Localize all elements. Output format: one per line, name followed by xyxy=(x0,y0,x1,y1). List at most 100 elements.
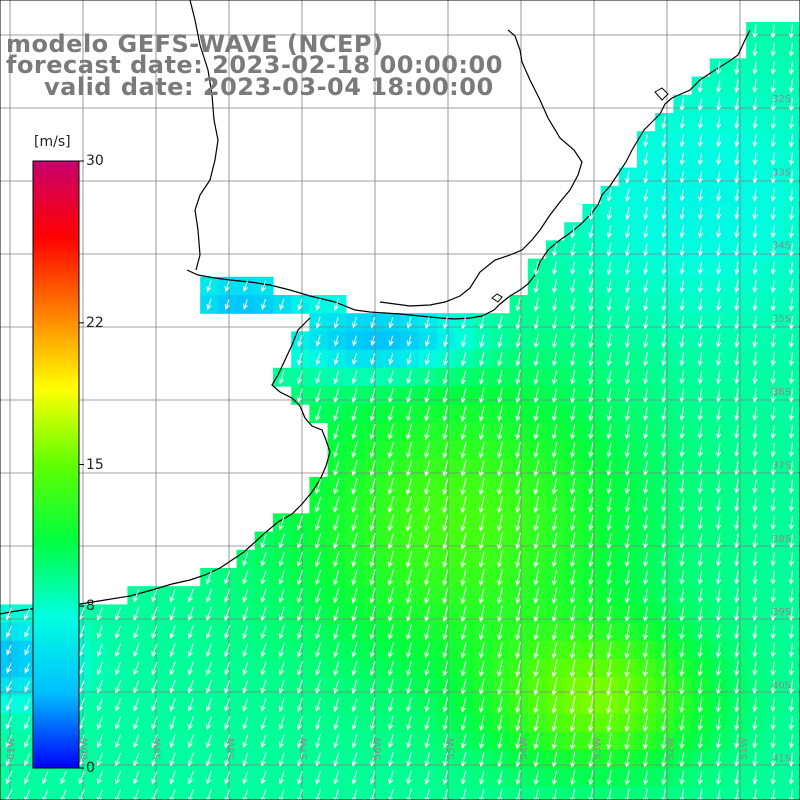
wind-arrow xyxy=(606,442,612,459)
wind-arrow xyxy=(679,533,685,549)
wind-arrow xyxy=(716,261,722,275)
wind-arrow xyxy=(715,515,722,531)
wind-arrow xyxy=(734,679,740,695)
wind-arrow xyxy=(752,552,758,567)
wind-arrow xyxy=(642,677,649,696)
wind-arrow xyxy=(497,714,503,732)
wind-arrow xyxy=(6,626,12,638)
wind-arrow xyxy=(388,387,394,404)
wind-arrow xyxy=(533,261,539,276)
wind-arrow xyxy=(752,370,758,385)
wind-arrow xyxy=(497,514,503,532)
wind-arrow xyxy=(588,424,594,440)
wind-arrow xyxy=(460,387,467,404)
wind-arrow xyxy=(661,533,667,549)
wind-arrow xyxy=(770,533,776,549)
wind-arrow xyxy=(624,388,631,404)
wind-arrow xyxy=(697,442,703,458)
wind-arrow xyxy=(60,770,67,785)
wind-arrow xyxy=(424,587,431,605)
wind-arrow xyxy=(569,695,576,715)
wind-arrow xyxy=(570,297,576,312)
wind-arrow xyxy=(151,607,158,621)
wind-arrow xyxy=(661,660,667,678)
wind-arrow xyxy=(551,714,558,733)
colorbar-tick-label: 30 xyxy=(86,153,104,169)
wind-arrow xyxy=(697,188,704,202)
wind-arrow xyxy=(351,478,358,495)
wind-arrow xyxy=(388,679,394,695)
wind-arrow xyxy=(296,569,303,586)
wind-arrow xyxy=(624,533,630,550)
wind-arrow xyxy=(661,606,667,622)
wind-arrow xyxy=(242,679,249,694)
wind-arrow xyxy=(697,551,703,567)
wind-arrow xyxy=(478,623,485,641)
wind-arrow xyxy=(588,770,594,786)
wind-arrow xyxy=(624,370,631,385)
latitude-label: 40S xyxy=(772,680,791,691)
wind-arrow xyxy=(187,588,194,603)
wind-arrow xyxy=(515,587,521,605)
wind-arrow xyxy=(260,679,267,694)
wind-arrow xyxy=(352,353,358,366)
wind-arrow xyxy=(643,370,649,385)
wind-arrow xyxy=(78,770,85,785)
wind-arrow xyxy=(734,188,740,202)
wind-arrow xyxy=(570,369,576,385)
wind-arrow xyxy=(624,714,630,733)
wind-arrow xyxy=(770,297,776,312)
wind-arrow xyxy=(206,679,212,694)
coastline-uruguay-north xyxy=(189,0,219,271)
wind-arrow xyxy=(442,423,449,441)
wind-arrow xyxy=(679,660,685,677)
wind-arrow xyxy=(788,497,795,513)
wind-arrow xyxy=(569,659,576,678)
longitude-label: 59W xyxy=(153,737,164,760)
wind-arrow xyxy=(406,370,412,385)
wind-arrow xyxy=(661,152,667,166)
wind-arrow xyxy=(788,333,795,349)
wind-arrow xyxy=(115,752,122,767)
wind-arrow xyxy=(770,134,776,148)
wind-arrow xyxy=(424,550,431,569)
wind-arrow xyxy=(369,551,376,568)
wind-arrow xyxy=(333,661,340,676)
wind-arrow xyxy=(369,460,376,477)
wind-arrow xyxy=(479,351,485,367)
wind-arrow xyxy=(370,317,376,329)
wind-arrow xyxy=(460,697,467,713)
wind-arrow xyxy=(24,698,31,712)
wind-arrow xyxy=(260,588,267,604)
wind-arrow xyxy=(333,298,339,312)
wind-arrow xyxy=(715,497,722,513)
wind-arrow xyxy=(242,752,249,767)
wind-arrow xyxy=(570,351,576,367)
wind-arrow xyxy=(661,570,667,586)
wind-arrow xyxy=(624,751,630,768)
wind-arrow xyxy=(479,733,485,750)
wind-arrow xyxy=(169,588,176,603)
coastline-north-inland xyxy=(379,29,583,307)
wind-arrow xyxy=(770,333,776,349)
wind-arrow xyxy=(369,496,376,514)
wind-arrow xyxy=(570,770,576,786)
wind-arrow xyxy=(515,459,521,477)
wind-arrow xyxy=(460,770,467,786)
wind-arrow xyxy=(642,641,649,659)
wind-arrow xyxy=(333,353,339,366)
wind-arrow xyxy=(770,406,776,422)
wind-arrow xyxy=(224,625,231,640)
wind-arrow xyxy=(278,624,285,640)
wind-arrow xyxy=(661,515,667,531)
latitude-label: 41S xyxy=(772,754,791,765)
wind-arrow xyxy=(515,441,521,459)
wind-arrow xyxy=(224,661,231,676)
wind-arrow xyxy=(770,206,776,221)
wind-arrow xyxy=(405,496,413,514)
wind-arrow xyxy=(679,696,685,714)
wind-arrow xyxy=(515,678,521,696)
wind-arrow xyxy=(752,261,758,276)
wind-arrow xyxy=(715,570,722,586)
wind-arrow xyxy=(734,352,740,367)
